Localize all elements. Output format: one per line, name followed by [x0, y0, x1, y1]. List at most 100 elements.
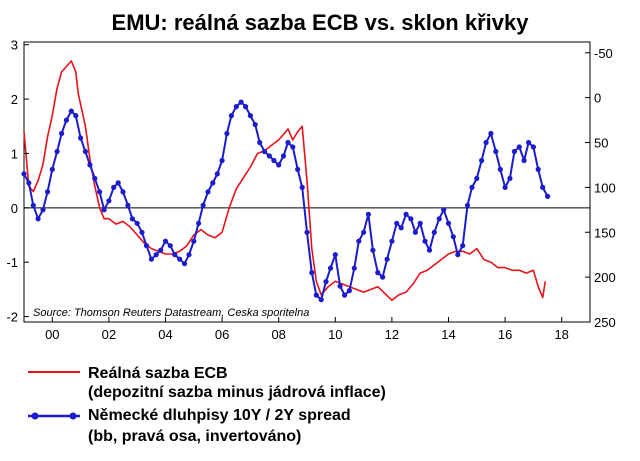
series-bund-spread-point [318, 297, 324, 303]
y-right-tick-label: 150 [594, 225, 616, 240]
series-bund-spread-point [417, 220, 423, 226]
series-bund-spread-point [332, 252, 338, 258]
series-bund-spread-point [167, 243, 173, 249]
y-left-tick-label: 0 [11, 201, 18, 216]
y-left-tick-label: 2 [11, 92, 18, 107]
series-bund-spread-point [445, 220, 452, 226]
series-bund-spread-point [82, 148, 88, 155]
series-line-bund-spread [21, 99, 551, 303]
series-bund-spread-point [412, 229, 418, 235]
series-bund-spread-point [97, 189, 103, 195]
series-bund-spread-point [304, 229, 310, 235]
series-bund-spread-point [313, 292, 319, 298]
series-bund-spread-point [516, 144, 522, 150]
series-bund-spread-point [252, 122, 258, 128]
x-tick-label: 08 [271, 327, 285, 342]
series-bund-spread-point [540, 184, 546, 190]
series-bund-spread-point [238, 99, 244, 105]
series-bund-spread-point [125, 202, 131, 208]
series-bund-spread-point [276, 162, 282, 168]
x-tick-label: 02 [102, 327, 116, 342]
series-bund-spread-point [502, 184, 508, 190]
series-bund-spread-point [153, 252, 159, 258]
series-bund-spread-point [422, 238, 428, 244]
series-bund-spread-point [73, 113, 79, 119]
y-right-tick-label: -50 [594, 46, 613, 61]
series-bund-spread-point [196, 220, 202, 226]
series-bund-spread-path [23, 101, 549, 301]
x-tick-label: 06 [215, 327, 229, 342]
series-bund-spread-point [261, 148, 268, 155]
series-bund-spread-point [295, 166, 301, 172]
x-tick-label: 04 [158, 327, 172, 342]
series-bund-spread-point [92, 175, 98, 181]
series-bund-spread-point [299, 184, 305, 190]
series-bund-spread-point [35, 216, 41, 222]
series-bund-spread-point [205, 189, 211, 195]
series-bund-spread-point [143, 243, 150, 249]
series-bund-spread-point [285, 139, 291, 146]
series-bund-spread-point [271, 157, 277, 164]
y-left-tick-label: -2 [6, 310, 18, 325]
series-bund-spread-point [526, 139, 532, 146]
y-left-tick-label: -1 [6, 255, 18, 270]
legend: Reálná sazba ECB (depozitní sazba minus … [28, 365, 386, 445]
y-left-tick-label: 1 [11, 146, 18, 161]
series-bund-spread-point [224, 130, 230, 137]
series-bund-spread-point [68, 108, 74, 114]
series-bund-spread-point [497, 166, 503, 172]
series-bund-spread-point [63, 117, 69, 123]
x-tick-label: 10 [328, 327, 342, 342]
series-bund-spread-point [361, 229, 367, 235]
series-bund-spread-point [483, 139, 489, 146]
series-bund-spread-point [148, 256, 154, 262]
series-bund-spread-point [26, 180, 32, 186]
series-bund-spread-point [450, 234, 456, 240]
series-bund-spread-point [111, 184, 117, 190]
series-bund-spread-point [384, 256, 390, 262]
series-bund-spread-point [87, 162, 93, 168]
y-right-tick-label: 200 [594, 270, 616, 285]
series-bund-spread-point [129, 216, 135, 222]
series-bund-spread-point [323, 279, 329, 285]
series-bund-spread-point [233, 104, 239, 110]
series-bund-spread-point [78, 135, 84, 141]
series-bund-spread-point [200, 202, 206, 208]
y-right-tick-label: 250 [594, 315, 616, 330]
legend-label-bund-spread-note: (bb, pravá osa, invertováno) [88, 428, 301, 445]
series-bund-spread-point [493, 148, 499, 155]
series-bund-spread-point [59, 130, 65, 137]
series-bund-spread-point [181, 261, 188, 267]
series-bund-spread-point [115, 180, 121, 186]
series-bund-spread-point [474, 175, 480, 181]
x-tick-label: 00 [45, 327, 59, 342]
legend-marker-bund-spread [69, 412, 77, 420]
series-bund-spread-point [389, 238, 395, 244]
series-bund-spread-point [479, 157, 485, 164]
series-bund-spread-point [408, 216, 414, 222]
legend-label-bund-spread: Německé dluhpisy 10Y / 2Y spread [88, 407, 351, 424]
series-bund-spread-point [30, 202, 36, 208]
series-bund-spread-point [327, 265, 334, 271]
series-bund-spread-point [21, 171, 27, 177]
series-bund-spread-point [380, 274, 386, 280]
series-bund-spread-point [398, 225, 404, 231]
source-note: Source: Thomson Reuters Datastream, Cesk… [33, 307, 309, 319]
y-right-tick-label: 100 [594, 180, 616, 195]
series-bund-spread-point [511, 148, 517, 155]
series-bund-spread-point [436, 216, 442, 222]
y-left-tick-label: 3 [11, 38, 18, 53]
series-bund-spread-point [162, 238, 169, 244]
series-bund-spread-point [257, 139, 263, 146]
series-bund-spread-point [394, 220, 400, 226]
series-bund-spread-point [54, 148, 60, 155]
y-right-tick-label: 50 [594, 136, 608, 151]
y-right-tick-label: 0 [594, 91, 601, 106]
series-bund-spread-point [44, 189, 51, 195]
series-bund-spread-point [266, 153, 272, 159]
series-bund-spread-point [247, 113, 253, 119]
series-bund-spread-point [191, 238, 197, 244]
series-bund-spread-point [158, 247, 164, 253]
